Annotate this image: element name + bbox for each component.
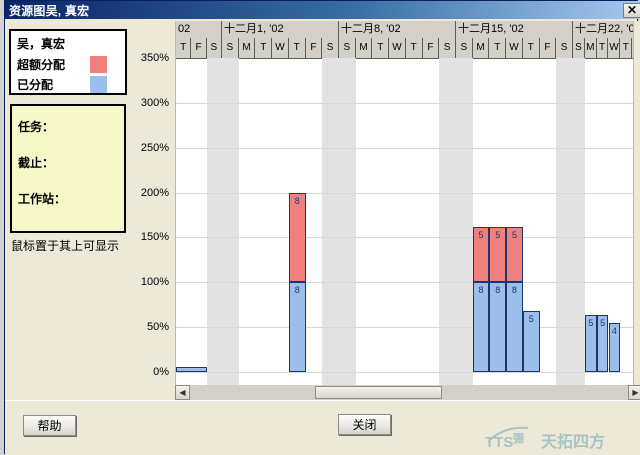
svg-text:天拓四方: 天拓四方 — [541, 432, 605, 451]
svg-text:弸: 弸 — [513, 432, 524, 445]
svg-text:TTS: TTS — [485, 434, 513, 451]
